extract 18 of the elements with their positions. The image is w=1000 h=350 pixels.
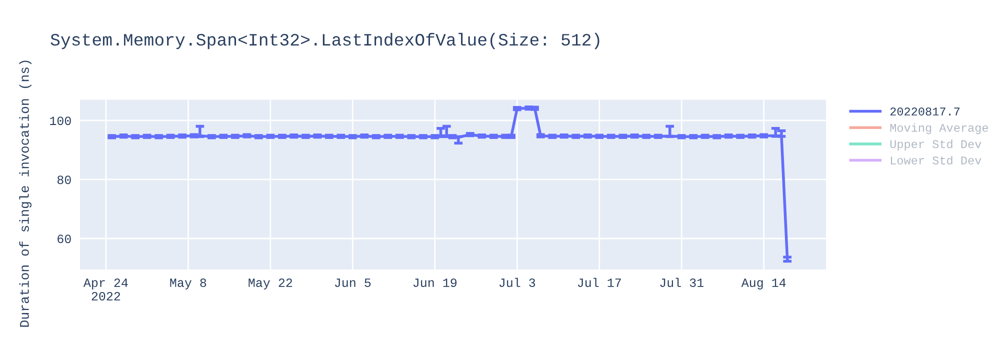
legend-label: Moving Average [890,123,988,134]
legend-label: Upper Std Dev [890,140,982,151]
y-tick-label: 80 [57,176,71,184]
y-axis-title: Duration of single invocation (ns) [19,60,32,327]
chart-title: System.Memory.Span<Int32>.LastIndexOfValue(Size: 512) [50,32,600,50]
legend-label: Lower Std Dev [890,156,982,165]
legend-label: 20220817.7 [890,108,960,116]
x-tick-label: May 8 [170,278,206,290]
x-tick-label: May 22 [248,278,292,290]
y-tick-label: 100 [50,116,71,126]
x-tick-label: Aug 14 [741,278,786,290]
x-tick-label: Jul 17 [578,278,621,288]
x-tick-label: Jun 5 [334,278,371,288]
x-tick-label: Apr 24 2022 [83,278,128,300]
x-tick-label: Jul 31 [660,278,704,288]
x-tick-label: Jul 3 [499,278,536,288]
x-tick-label: Jun 19 [413,278,457,288]
y-tick-label: 60 [58,234,71,244]
